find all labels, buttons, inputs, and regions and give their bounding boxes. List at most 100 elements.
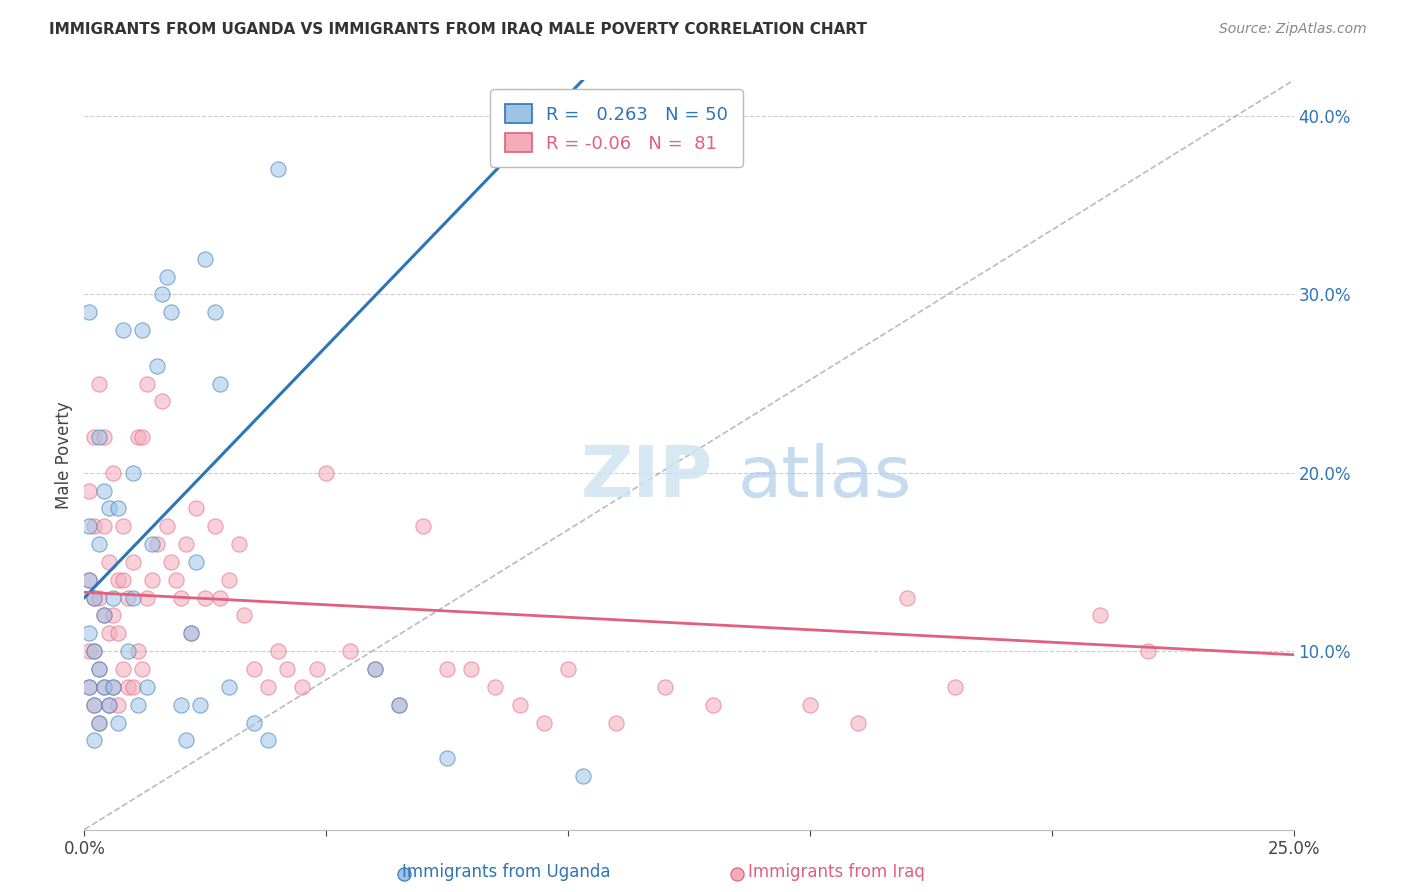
Point xyxy=(267,644,290,658)
Point xyxy=(121,466,143,480)
Text: Immigrants from Uganda: Immigrants from Uganda xyxy=(402,863,610,881)
Point xyxy=(141,537,163,551)
Point xyxy=(388,698,411,712)
Text: Immigrants from Iraq: Immigrants from Iraq xyxy=(748,863,925,881)
Point xyxy=(83,698,105,712)
Point xyxy=(315,466,337,480)
Point xyxy=(87,715,110,730)
Point xyxy=(97,501,120,516)
Point xyxy=(725,867,748,881)
Point xyxy=(97,698,120,712)
Point xyxy=(131,430,153,444)
Point xyxy=(242,715,264,730)
Point xyxy=(117,591,139,605)
Point xyxy=(77,680,100,694)
Point xyxy=(412,519,434,533)
Point xyxy=(896,591,918,605)
Point xyxy=(654,680,676,694)
Point xyxy=(1088,608,1111,623)
Point xyxy=(388,698,411,712)
Legend: R =   0.263   N = 50, R = -0.06   N =  81: R = 0.263 N = 50, R = -0.06 N = 81 xyxy=(491,89,742,167)
Point xyxy=(180,626,202,640)
Point xyxy=(107,501,129,516)
Text: Source: ZipAtlas.com: Source: ZipAtlas.com xyxy=(1219,22,1367,37)
Point xyxy=(204,305,226,319)
Point xyxy=(436,751,458,765)
Point xyxy=(87,662,110,676)
Point xyxy=(160,555,183,569)
Point xyxy=(160,305,183,319)
Point xyxy=(363,662,385,676)
Point xyxy=(121,680,143,694)
Point xyxy=(208,376,231,391)
Point xyxy=(943,680,966,694)
Point xyxy=(702,698,724,712)
Point xyxy=(87,662,110,676)
Point xyxy=(218,573,240,587)
Point xyxy=(242,662,264,676)
Point xyxy=(194,252,217,266)
Point xyxy=(291,680,314,694)
Point xyxy=(1137,644,1160,658)
Point xyxy=(77,573,100,587)
Point xyxy=(93,608,115,623)
Point xyxy=(87,591,110,605)
Point xyxy=(136,376,159,391)
Point xyxy=(93,483,115,498)
Point xyxy=(146,537,169,551)
Point xyxy=(509,698,531,712)
Point xyxy=(136,591,159,605)
Point xyxy=(103,608,125,623)
Point xyxy=(194,591,217,605)
Text: IMMIGRANTS FROM UGANDA VS IMMIGRANTS FROM IRAQ MALE POVERTY CORRELATION CHART: IMMIGRANTS FROM UGANDA VS IMMIGRANTS FRO… xyxy=(49,22,868,37)
Point xyxy=(557,662,579,676)
Point xyxy=(83,698,105,712)
Point xyxy=(87,430,110,444)
Point xyxy=(184,501,207,516)
Point xyxy=(77,680,100,694)
Point xyxy=(112,573,135,587)
Point xyxy=(846,715,869,730)
Point xyxy=(392,867,415,881)
Point xyxy=(87,376,110,391)
Point xyxy=(605,715,627,730)
Y-axis label: Male Poverty: Male Poverty xyxy=(55,401,73,508)
Point xyxy=(112,519,135,533)
Point xyxy=(127,698,149,712)
Point xyxy=(533,715,555,730)
Point xyxy=(97,555,120,569)
Point xyxy=(77,644,100,658)
Point xyxy=(184,555,207,569)
Point xyxy=(103,680,125,694)
Point xyxy=(257,680,280,694)
Point xyxy=(141,573,163,587)
Point xyxy=(339,644,361,658)
Point xyxy=(460,662,482,676)
Point xyxy=(436,662,458,676)
Point xyxy=(93,680,115,694)
Point xyxy=(83,644,105,658)
Point xyxy=(77,519,100,533)
Point xyxy=(363,662,385,676)
Point xyxy=(208,591,231,605)
Point xyxy=(83,519,105,533)
Point xyxy=(107,715,129,730)
Point xyxy=(117,680,139,694)
Point xyxy=(83,591,105,605)
Point xyxy=(93,680,115,694)
Point xyxy=(103,591,125,605)
Point xyxy=(131,323,153,337)
Point xyxy=(155,269,177,284)
Point xyxy=(174,537,197,551)
Point xyxy=(83,430,105,444)
Point xyxy=(97,626,120,640)
Point xyxy=(77,483,100,498)
Point xyxy=(228,537,250,551)
Point xyxy=(276,662,298,676)
Point xyxy=(121,591,143,605)
Point xyxy=(174,733,197,747)
Point xyxy=(87,715,110,730)
Text: ZIP: ZIP xyxy=(581,443,713,512)
Point xyxy=(97,698,120,712)
Point xyxy=(155,519,177,533)
